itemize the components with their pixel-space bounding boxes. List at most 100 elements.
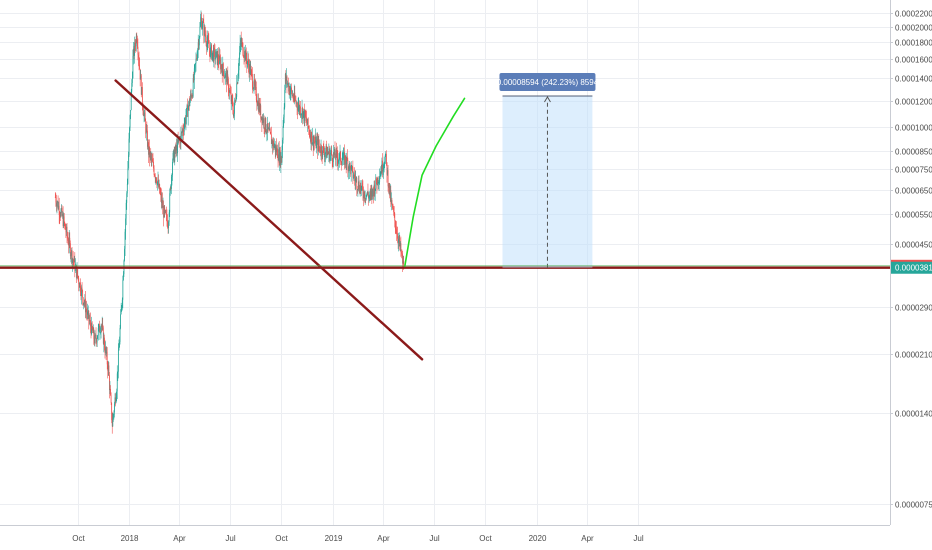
candle-body[interactable] [238,59,240,71]
candle-body[interactable] [158,184,160,188]
candle-body[interactable] [129,127,130,139]
candle-body[interactable] [267,123,269,129]
candle-body[interactable] [154,175,156,179]
candle-body[interactable] [383,164,385,166]
candle-body[interactable] [147,130,148,147]
candle-body[interactable] [272,140,273,147]
candle-body[interactable] [160,193,162,203]
candle-body[interactable] [331,150,333,155]
candle-body[interactable] [160,193,162,195]
candle-body[interactable] [245,50,247,61]
candle-body[interactable] [364,191,365,199]
candle-body[interactable] [166,214,168,221]
candle-body[interactable] [196,58,197,60]
candle-body[interactable] [141,87,143,95]
candle-body[interactable] [403,260,405,270]
candle-body[interactable] [212,50,214,61]
candle-body[interactable] [119,328,121,342]
candle-body[interactable] [313,141,315,148]
candle-body[interactable] [58,205,60,209]
candle-body[interactable] [142,104,144,112]
candle-body[interactable] [284,89,286,108]
candle-body[interactable] [201,27,203,29]
candle-body[interactable] [248,65,250,74]
candle-body[interactable] [224,77,226,78]
candle-body[interactable] [337,157,339,163]
candle-body[interactable] [388,183,390,188]
candle-body[interactable] [372,188,373,197]
candle-body[interactable] [159,192,161,194]
candle-body[interactable] [274,144,276,152]
candle-body[interactable] [95,334,96,336]
candle-body[interactable] [315,136,317,149]
candle-body[interactable] [219,55,221,60]
candle-body[interactable] [173,149,175,162]
candle-body[interactable] [293,92,295,100]
candle-body[interactable] [188,101,190,108]
candle-body[interactable] [148,146,150,155]
candle-body[interactable] [63,216,65,223]
candle-body[interactable] [217,54,219,62]
candle-body[interactable] [318,145,320,147]
candle-body[interactable] [256,103,258,106]
candle-body[interactable] [77,276,79,279]
candle-body[interactable] [139,68,141,80]
candle-body[interactable] [164,210,166,212]
candle-body[interactable] [145,129,147,134]
candle-body[interactable] [57,201,59,209]
candle-body[interactable] [140,75,142,95]
candle-body[interactable] [258,100,259,112]
candle-body[interactable] [69,237,71,244]
candle-body[interactable] [58,205,60,216]
candle-body[interactable] [391,200,393,204]
candle-body[interactable] [171,176,172,189]
candle-body[interactable] [268,128,270,131]
candle-body[interactable] [243,56,245,58]
candle-body[interactable] [72,258,73,263]
candle-body[interactable] [396,229,397,234]
candle-body[interactable] [71,250,73,263]
candle-body[interactable] [374,184,376,195]
candle-body[interactable] [280,156,282,166]
trendline-line[interactable] [114,79,424,361]
candle-body[interactable] [281,156,282,163]
candle-body[interactable] [264,127,266,130]
candle-body[interactable] [347,160,349,171]
candle-body[interactable] [189,94,191,101]
candle-body[interactable] [87,310,89,312]
candle-body[interactable] [235,100,237,102]
candle-body[interactable] [133,48,135,56]
candle-body[interactable] [229,90,230,93]
candle-body[interactable] [278,149,280,163]
candle-body[interactable] [221,68,223,76]
candle-body[interactable] [383,164,384,170]
candle-body[interactable] [113,412,115,415]
candle-body[interactable] [349,163,351,167]
candle-body[interactable] [262,117,264,123]
candle-body[interactable] [107,364,109,372]
candle-body[interactable] [95,334,97,340]
candle-body[interactable] [105,347,106,353]
candle-body[interactable] [128,138,130,156]
candle-body[interactable] [191,95,192,98]
candle-body[interactable] [393,212,395,214]
candle-body[interactable] [190,94,192,96]
candle-body[interactable] [324,154,326,158]
candle-body[interactable] [78,278,80,285]
candle-body[interactable] [106,351,108,365]
candle-body[interactable] [219,55,220,64]
candle-body[interactable] [200,17,202,23]
candle-body[interactable] [221,64,223,69]
candle-body[interactable] [94,335,96,344]
candle-body[interactable] [303,109,305,112]
candle-body[interactable] [258,102,260,112]
candle-body[interactable] [96,338,98,343]
candle-body[interactable] [133,48,134,57]
candle-body[interactable] [252,86,254,89]
candle-body[interactable] [55,202,57,207]
candle-body[interactable] [61,207,63,216]
candle-body[interactable] [126,183,128,194]
candle-body[interactable] [157,179,159,182]
candle-body[interactable] [333,152,335,155]
candle-body[interactable] [241,42,243,44]
